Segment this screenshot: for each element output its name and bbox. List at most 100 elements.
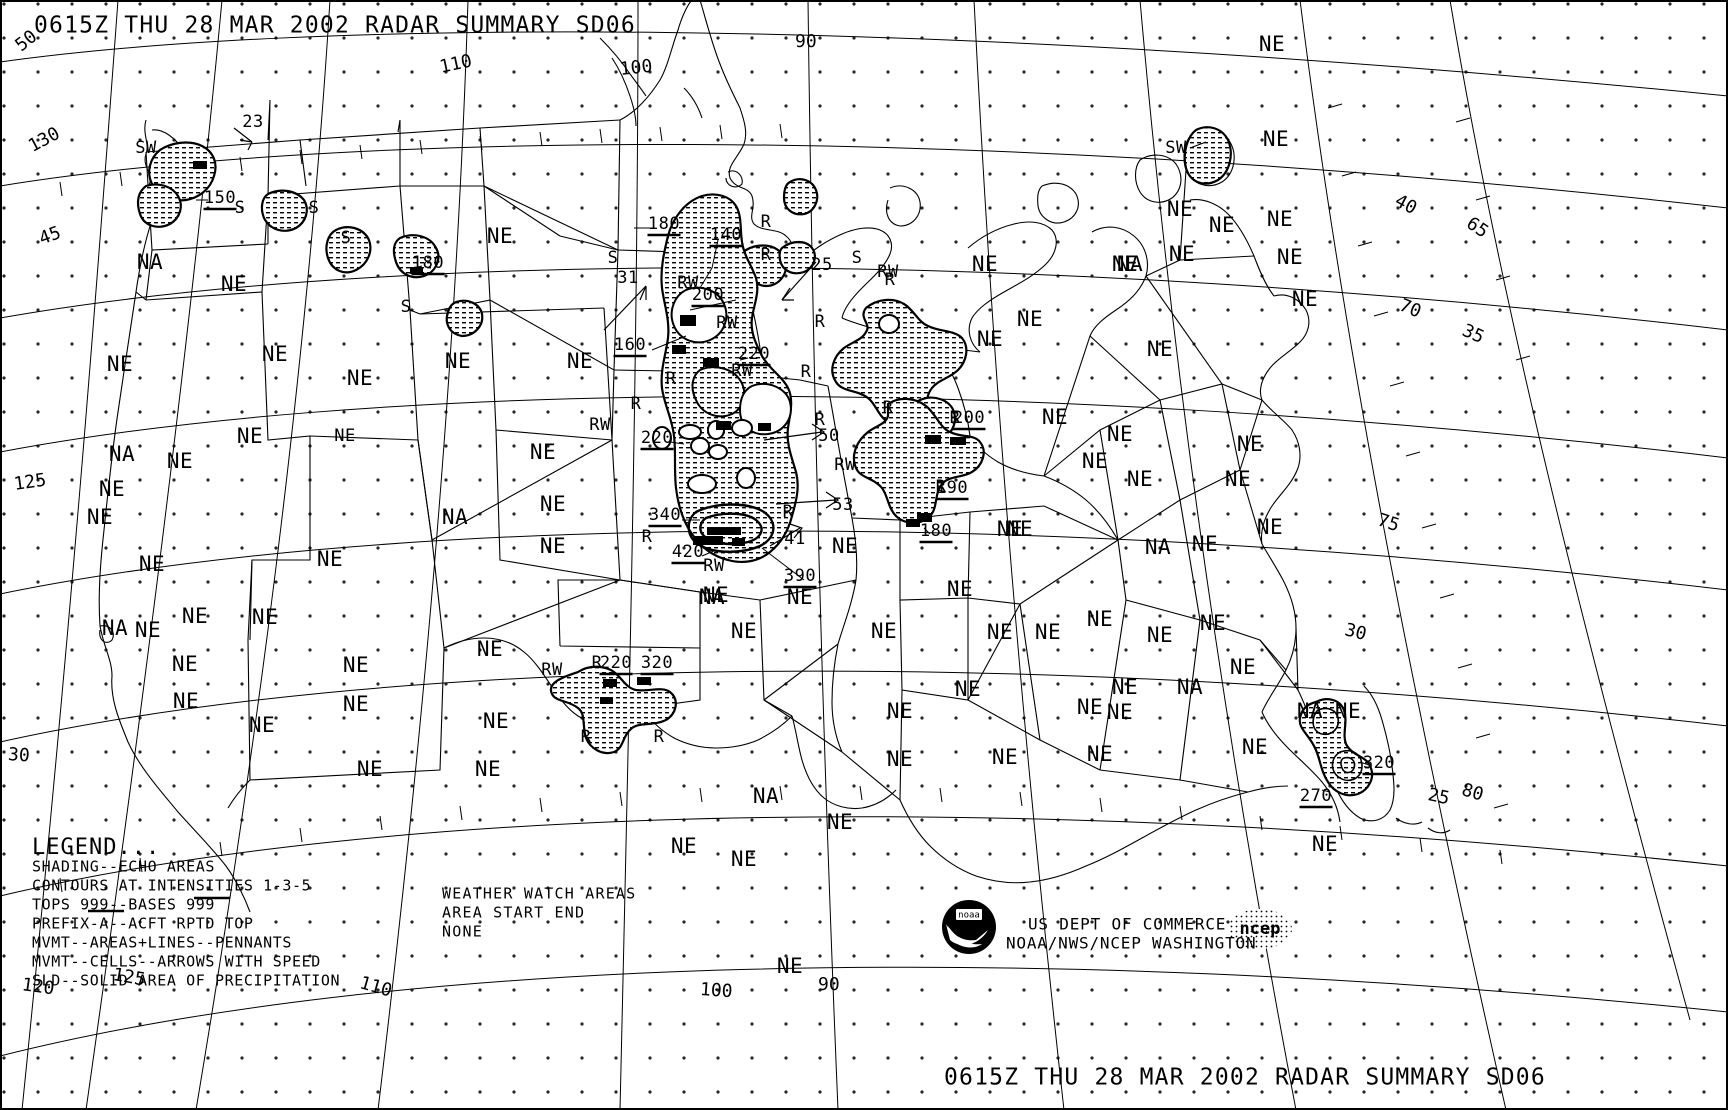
echo-top-value-17: 270 xyxy=(1300,786,1332,806)
coverage-symbol-ne-50: NE xyxy=(887,699,913,723)
coverage-symbol-s-126: S xyxy=(608,248,619,268)
contour-hole-mi xyxy=(878,314,900,334)
coverage-symbol-ne-75: NE xyxy=(1263,127,1289,151)
echo-minnesota-e xyxy=(778,240,816,275)
contour-hole-a xyxy=(738,383,792,436)
echo-wyoming-north xyxy=(392,234,440,279)
coverage-symbol-ne-73: NE xyxy=(1209,213,1235,237)
coverage-symbol-ne-54: NE xyxy=(987,620,1013,644)
coverage-symbol-na-22: NA xyxy=(442,505,468,529)
ncep-logo: ncep xyxy=(1228,909,1292,949)
graticule-label-12: 90 xyxy=(818,974,840,995)
echo-top-value-11: 200 xyxy=(953,408,985,428)
noaa-logo: noaa xyxy=(942,900,996,954)
echo-top-value-10: 390 xyxy=(784,566,816,586)
radar-cells-texas xyxy=(600,677,651,704)
graticule-label-5: 30 xyxy=(7,744,30,766)
agency-line-1: US DEPT OF COMMERCE xyxy=(1028,915,1226,934)
coverage-symbol-r-117: R xyxy=(581,727,592,747)
coverage-symbol-r-118: R xyxy=(654,727,665,747)
coverage-symbol-ne-48: NE xyxy=(827,810,853,834)
radar-cells-ohio-valley xyxy=(906,435,966,527)
coverage-symbol-r-96: R xyxy=(761,212,772,232)
coverage-symbol-r-107: R xyxy=(815,312,826,332)
coverage-symbol-na-14: NA xyxy=(109,442,135,466)
coverage-symbol-ne-18: NE xyxy=(87,505,113,529)
footer-timestamp: 0615Z THU 28 MAR 2002 RADAR SUMMARY SD06 xyxy=(944,1065,1546,1091)
coverage-symbol-na-43: NA xyxy=(753,784,779,808)
coverage-symbol-r-111: R xyxy=(883,398,894,418)
legend-line-4: MVMT--AREAS+LINES--PENNANTS xyxy=(32,934,292,952)
echo-top-1: 180 xyxy=(411,253,445,276)
coverage-symbol-ne-87: NE xyxy=(1230,655,1256,679)
coverage-symbol-ne-23: NE xyxy=(540,534,566,558)
coverage-symbol-ne-39: NE xyxy=(671,834,697,858)
echo-top-11: 200 xyxy=(952,408,986,431)
ncep-logo-text: ncep xyxy=(1240,919,1281,939)
legend-line-6: SLD--SOLID AREA OF PRECIPITATION xyxy=(32,972,340,990)
coverage-symbol-ne-33: NE xyxy=(343,653,369,677)
contour-florida xyxy=(1312,707,1363,782)
echo-top-8: 340 xyxy=(648,505,682,528)
legend-line-3: PREFIX-A--ACFT RPTD TOP xyxy=(32,915,254,933)
coverage-symbol-r-108: R xyxy=(815,410,826,430)
coverage-symbol-ne-34: NE xyxy=(343,692,369,716)
coverage-symbol-ne-7: NE xyxy=(221,272,247,296)
graticule-label-10: 100 xyxy=(699,979,733,1002)
coverage-symbol-ne-90: NE xyxy=(1107,700,1133,724)
coverage-symbol-41-125: 41 xyxy=(784,529,805,549)
coverage-symbol-ne-93: NE xyxy=(1335,699,1361,723)
coverage-symbol-r-110: R xyxy=(783,502,794,522)
coverage-symbol-ne-52: NE xyxy=(947,577,973,601)
echo-top-13: 180 xyxy=(919,521,953,544)
coverage-symbol-ne-67: NE xyxy=(1127,467,1153,491)
echo-wyoming-south xyxy=(445,299,484,338)
coverage-symbol-rw-114: RW xyxy=(877,262,899,282)
echo-top-value-3: 140 xyxy=(710,225,742,245)
coverage-symbol-na-70: NA xyxy=(1117,252,1143,276)
echo-top-value-2: 180 xyxy=(648,214,680,234)
coverage-symbol-ne-77: NE xyxy=(1277,245,1303,269)
graticule-label-9: 100 xyxy=(619,56,654,80)
graticule-label-19: 25 xyxy=(1426,784,1452,809)
coverage-symbol-ne-74: NE xyxy=(1259,32,1285,56)
coverage-symbol-r-115: R xyxy=(950,408,961,428)
coverage-symbol-ne-66: NE xyxy=(1107,422,1133,446)
coverage-symbol-ne-41: NE xyxy=(703,583,729,607)
contour-holes-small xyxy=(652,419,756,494)
coverage-symbol-ne-29: NE xyxy=(252,605,278,629)
echo-top-value-6: 220 xyxy=(738,344,770,364)
echo-texas xyxy=(549,665,677,755)
coverage-symbol-ne-55: NE xyxy=(992,745,1018,769)
coverage-symbol-ne-84: NE xyxy=(1087,607,1113,631)
noaa-logo-text: noaa xyxy=(958,911,980,921)
echo-washington-south xyxy=(136,183,182,228)
watch-value: NONE xyxy=(442,923,483,941)
contour-intensity-3-b xyxy=(691,366,746,418)
weather-watch-block: WEATHER WATCH AREAS AREA START END NONE xyxy=(442,885,636,941)
coverage-symbol-ne-85: NE xyxy=(1147,623,1173,647)
watch-title: WEATHER WATCH AREAS xyxy=(442,885,636,903)
coverage-symbol-ne-80: NE xyxy=(1225,467,1251,491)
echo-top-labels: 150 180 180 140 200 160 220 220 340 420 390 200 190 1… xyxy=(203,188,1396,809)
coverage-symbol-sw-0: SW xyxy=(135,138,157,158)
coverage-symbol-rw-99: RW xyxy=(716,313,738,333)
echo-top-value-0: 150 xyxy=(204,188,236,208)
coverage-symbol-ne-86: NE xyxy=(1200,611,1226,635)
coverage-symbol-ne-16: NE xyxy=(237,424,263,448)
coverage-symbol-ne-81: NE xyxy=(1257,515,1283,539)
contour-intensity-5-outer xyxy=(687,503,775,553)
echo-upper-michigan xyxy=(1183,126,1232,185)
coverage-symbol-ne-28: NE xyxy=(182,604,208,628)
coverage-symbol-rw-119: RW xyxy=(541,660,563,680)
coverage-symbol-ne-31: NE xyxy=(173,689,199,713)
coverage-symbol-ne-19: NE xyxy=(334,426,355,446)
coverage-symbol-ne-20: NE xyxy=(530,440,556,464)
coverage-symbol-50-123: 50 xyxy=(818,426,839,446)
echo-top-value-16: 320 xyxy=(1363,753,1395,773)
coverage-symbol-r-106: R xyxy=(801,362,812,382)
coverage-symbol-23-1: 23 xyxy=(242,112,263,132)
